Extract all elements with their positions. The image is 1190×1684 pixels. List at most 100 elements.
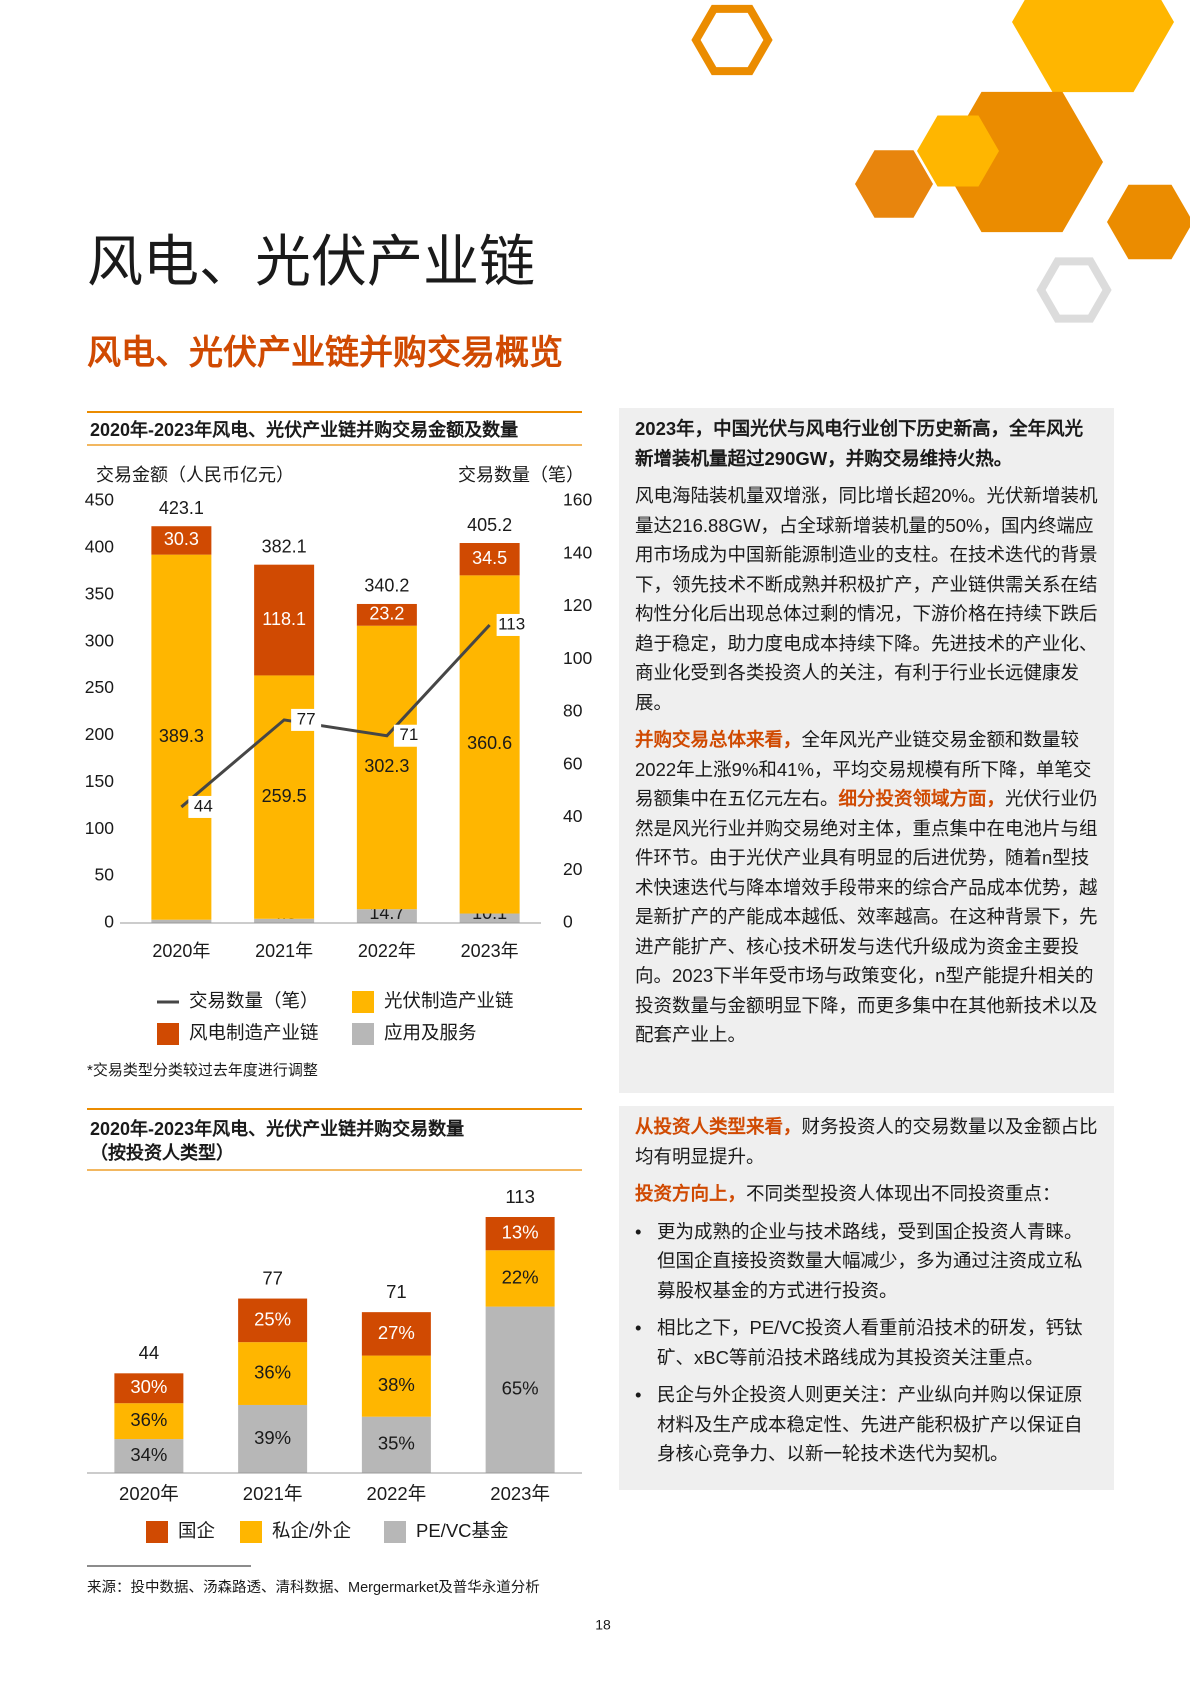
value-label: 360.6 bbox=[467, 733, 512, 753]
y-tick-label: 300 bbox=[85, 630, 114, 650]
paragraph: 风电海陆装机量双增涨，同比增长超20%。光伏新增装机量达216.88GW，占全球… bbox=[635, 481, 1098, 717]
bar-segment bbox=[356, 603, 417, 626]
bar-segment bbox=[356, 909, 417, 923]
bar-segment bbox=[151, 919, 212, 923]
bullet-item: 相比之下，PE/VC投资人看重前沿技术的研发，钙钛矿、xBC等前沿技术路线成为其… bbox=[635, 1313, 1098, 1372]
paragraph: 2023年，中国光伏与风电行业创下历史新高，全年风光新增装机量超过290GW，并… bbox=[635, 414, 1098, 473]
hexagon bbox=[855, 150, 933, 218]
legend-swatch bbox=[352, 1023, 374, 1045]
bar-segment bbox=[254, 564, 315, 676]
chart-note: *交易类型分类较过去年度进行调整 bbox=[87, 1061, 318, 1079]
y2-tick-label: 20 bbox=[563, 859, 583, 879]
y2-tick-label: 160 bbox=[563, 490, 592, 510]
legend-label: 国企 bbox=[178, 1520, 215, 1541]
line-series bbox=[180, 623, 491, 809]
value-label: 23.2 bbox=[369, 604, 404, 624]
x-tick-label: 2022年 bbox=[367, 1483, 427, 1504]
bar-segment bbox=[114, 1403, 184, 1440]
value-label: 34.5 bbox=[472, 548, 507, 568]
y-tick-label: 0 bbox=[104, 912, 114, 932]
total-label: 340.2 bbox=[364, 576, 409, 596]
y2-tick-label: 60 bbox=[563, 753, 583, 773]
hexagon bbox=[1012, 0, 1174, 93]
text-run: 不同类型投资人体现出不同投资重点： bbox=[746, 1183, 1061, 1204]
legend-swatch bbox=[157, 1023, 179, 1045]
y2-tick-label: 140 bbox=[563, 542, 592, 562]
y-tick-label: 100 bbox=[85, 818, 114, 838]
text-box: 2023年，中国光伏与风电行业创下历史新高，全年风光新增装机量超过290GW，并… bbox=[619, 408, 1114, 1093]
bar-segment bbox=[361, 1416, 431, 1473]
accent-text: 投资方向上， bbox=[635, 1183, 747, 1204]
x-tick-label: 2022年 bbox=[358, 941, 416, 961]
legend-label: 私企/外企 bbox=[272, 1520, 351, 1541]
y-tick-label: 200 bbox=[85, 724, 114, 744]
y-tick-label: 450 bbox=[85, 490, 114, 510]
accent-text: 并购交易总体来看， bbox=[635, 729, 802, 750]
bar-segment bbox=[361, 1355, 431, 1417]
text-run: 全年风光产业链交易金额和数量较2022年上涨9%和41%，平均交易规模有所下降，… bbox=[635, 729, 1092, 809]
bar-segment bbox=[114, 1439, 184, 1473]
total-label: 423.1 bbox=[159, 498, 204, 518]
accent-text: 从投资人类型来看， bbox=[635, 1116, 802, 1137]
total-label: 405.2 bbox=[467, 515, 512, 535]
chart-title: 2020年-2023年风电、光伏产业链并购交易金额及数量 bbox=[90, 419, 518, 440]
total-label: 77 bbox=[262, 1267, 283, 1288]
text-run: 风电海陆装机量双增涨，同比增长超20%。光伏新增装机量达216.88GW，占全球… bbox=[635, 485, 1098, 713]
value-label: 65% bbox=[502, 1378, 539, 1399]
y-tick-label: 400 bbox=[85, 537, 114, 557]
y-tick-label: 50 bbox=[95, 865, 115, 885]
line-value-label: 44 bbox=[194, 796, 213, 815]
total-label: 382.1 bbox=[262, 536, 307, 556]
bar-segment bbox=[459, 543, 520, 576]
total-label: 44 bbox=[139, 1342, 160, 1363]
hexagon bbox=[1107, 184, 1190, 260]
legend-swatch bbox=[240, 1521, 262, 1543]
value-label: 13% bbox=[502, 1222, 539, 1243]
bar-segment bbox=[485, 1217, 555, 1251]
value-label: 36% bbox=[254, 1361, 291, 1382]
y2-tick-label: 80 bbox=[563, 701, 583, 721]
hexagon-decoration bbox=[691, 0, 1190, 323]
bullet-list: 更为成熟的企业与技术路线，受到国企投资人青睐。但国企直接投资数量大幅减少，多为通… bbox=[635, 1217, 1098, 1469]
x-tick-label: 2020年 bbox=[152, 941, 210, 961]
value-label: 30% bbox=[130, 1376, 167, 1397]
y-axis-label: 交易金额（人民币亿元） bbox=[96, 465, 294, 485]
x-tick-label: 2023年 bbox=[490, 1483, 550, 1504]
value-label: 30.3 bbox=[164, 529, 199, 549]
value-label: 259.5 bbox=[262, 786, 307, 806]
paragraph: 并购交易总体来看，全年风光产业链交易金额和数量较2022年上涨9%和41%，平均… bbox=[635, 725, 1098, 1050]
bar-segment bbox=[238, 1342, 308, 1405]
line-value-label: 71 bbox=[399, 725, 418, 744]
text-run: 财务投资人的交易数量以及金额占比均有明显提升。 bbox=[635, 1116, 1098, 1167]
y2-axis-label: 交易数量（笔） bbox=[458, 465, 584, 485]
x-tick-label: 2021年 bbox=[243, 1483, 303, 1504]
source-note: 来源：投中数据、汤森路透、清科数据、Mergermarket及普华永道分析 bbox=[87, 1579, 540, 1596]
bar-segment bbox=[254, 918, 315, 923]
x-tick-label: 2023年 bbox=[461, 941, 519, 961]
hexagon-outline bbox=[691, 4, 773, 76]
bar-segment bbox=[151, 526, 212, 555]
value-label: 38% bbox=[378, 1374, 415, 1395]
chart-title: 2020年-2023年风电、光伏产业链并购交易数量 bbox=[90, 1118, 464, 1139]
bar-segment bbox=[114, 1373, 184, 1404]
bar-segment bbox=[356, 625, 417, 910]
value-label: 36% bbox=[130, 1409, 167, 1430]
x-tick-label: 2020年 bbox=[119, 1483, 179, 1504]
y2-tick-label: 40 bbox=[563, 806, 583, 826]
line-label-bg bbox=[291, 708, 322, 731]
y2-tick-label: 100 bbox=[563, 648, 592, 668]
legend-label: 应用及服务 bbox=[384, 1022, 477, 1043]
bar-segment bbox=[485, 1250, 555, 1307]
y-tick-label: 150 bbox=[85, 771, 114, 791]
legend-label: PE/VC基金 bbox=[416, 1520, 509, 1541]
page-subtitle: 风电、光伏产业链并购交易概览 bbox=[87, 333, 563, 372]
legend-label: 风电制造产业链 bbox=[189, 1022, 319, 1043]
bullet-item: 更为成熟的企业与技术路线，受到国企投资人青睐。但国企直接投资数量大幅减少，多为通… bbox=[635, 1217, 1098, 1306]
hexagon bbox=[917, 115, 999, 187]
value-label: 22% bbox=[502, 1266, 539, 1287]
value-label: 302.3 bbox=[364, 756, 409, 776]
bar-segment bbox=[459, 913, 520, 923]
value-label: 25% bbox=[254, 1308, 291, 1329]
total-label: 71 bbox=[386, 1281, 407, 1302]
